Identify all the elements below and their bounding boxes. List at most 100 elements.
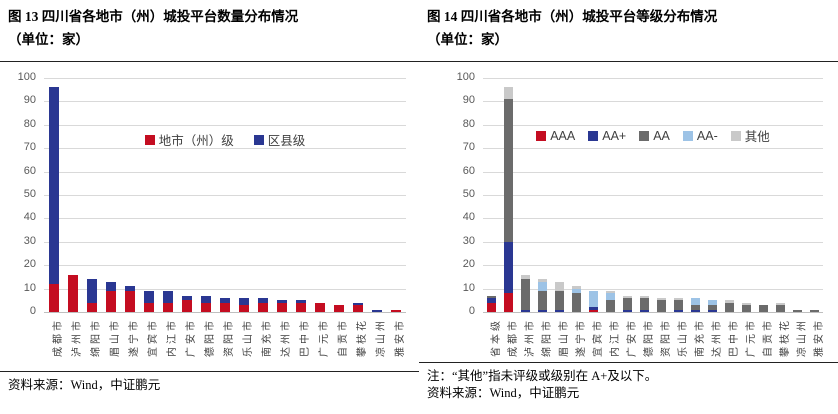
bar-segment	[742, 302, 751, 305]
bar-segment	[776, 302, 785, 305]
x-tick-label: 省本级	[490, 318, 502, 357]
bar-segment	[623, 309, 632, 312]
x-tick-label: 攀枝花	[357, 318, 369, 357]
y-tick-label: 50	[23, 188, 36, 200]
x-tick-label: 乐山市	[243, 318, 255, 357]
bar-segment	[296, 300, 307, 303]
bar-segment	[487, 295, 496, 298]
gridline	[483, 218, 823, 220]
x-tick-label: 资阳市	[660, 318, 672, 357]
legend: AAA AA+ AA AA- 其他	[483, 126, 823, 145]
gridline	[44, 288, 406, 290]
figure-14-title-line1: 图 14 四川省各地市（州）城投平台等级分布情况	[427, 9, 718, 24]
legend-item: AAA	[536, 129, 575, 143]
bar-segment	[162, 290, 173, 303]
x-tick-label: 眉山市	[558, 318, 570, 357]
legend-item: AA-	[682, 129, 718, 143]
x-tick-label: 凉山州	[376, 318, 388, 357]
bar-segment	[708, 309, 717, 312]
y-tick-label: 10	[462, 281, 475, 294]
bar-segment	[67, 274, 78, 312]
x-tick-label: 广元市	[745, 318, 757, 357]
bar-segment	[124, 290, 135, 312]
figure-13-title-line1: 图 13 四川省各地市（州）城投平台数量分布情况	[8, 9, 299, 24]
bar-segment	[48, 87, 59, 284]
bar-segment	[555, 281, 564, 291]
x-tick-label: 遂宁市	[575, 318, 587, 357]
x-tick-label: 眉山市	[109, 318, 121, 357]
x-tick-label: 南充市	[694, 318, 706, 357]
bar-segment	[623, 295, 632, 298]
x-tick-label: 绵阳市	[90, 318, 102, 357]
bar-segment	[793, 309, 802, 312]
y-tick-label: 50	[462, 188, 475, 200]
y-tick-label: 70	[462, 141, 475, 154]
bar-segment	[143, 290, 154, 303]
gridline	[44, 195, 406, 196]
gridline	[44, 171, 406, 173]
bar-segment	[86, 279, 97, 303]
legend-item: 地市（州）级	[144, 130, 234, 149]
gridline	[44, 265, 406, 267]
x-tick-label: 德阳市	[643, 318, 655, 357]
legend-item: 其他	[730, 126, 770, 145]
bar-segment	[640, 309, 649, 312]
y-tick-label: 40	[23, 211, 36, 224]
bar-segment	[606, 300, 615, 312]
bar-segment	[606, 293, 615, 301]
legend-swatch-icon	[682, 130, 693, 141]
y-tick-label: 90	[23, 94, 36, 107]
figure-13-chart: 0 10 20 30 40 50 60 70 80 90 100 成都市 泸州市 绵阳市 眉山市 遂宁市 宜宾市…	[0, 62, 419, 372]
bar-segment	[674, 300, 683, 310]
bar-segment	[239, 304, 250, 312]
bar-segment	[143, 302, 154, 312]
y-tick-label: 60	[23, 164, 36, 177]
bar-segment	[657, 300, 666, 312]
bar-segment	[640, 295, 649, 298]
bar-segment	[487, 297, 496, 303]
bar-segment	[691, 297, 700, 305]
y-tick-label: 30	[462, 234, 475, 247]
y-tick-label: 60	[462, 164, 475, 177]
bar-segment	[504, 99, 513, 242]
bar-segment	[277, 302, 288, 312]
legend-swatch-icon	[144, 134, 155, 145]
bar-segment	[353, 302, 364, 305]
x-tick-label: 德阳市	[204, 318, 216, 357]
legend: 地市（州）级 区县级	[44, 130, 406, 149]
bar-segment	[521, 274, 530, 280]
bar-segment	[504, 293, 513, 312]
bar-segment	[538, 309, 547, 312]
bar-segment	[200, 302, 211, 312]
legend-swatch-icon	[253, 134, 264, 145]
y-tick-label: 0	[468, 305, 475, 317]
legend-label: 其他	[744, 130, 770, 144]
bar-segment	[521, 279, 530, 310]
figure-14-chart: 0 10 20 30 40 50 60 70 80 90 100 省本级 成都市 泸州市 绵阳市 眉山市 遂宁市…	[419, 62, 838, 363]
x-tick-label: 达州市	[711, 318, 723, 357]
bar-segment	[391, 309, 402, 312]
y-tick-label: 80	[462, 117, 475, 130]
gridline	[44, 78, 406, 79]
x-tick-label: 内江市	[166, 318, 178, 357]
x-tick-label: 南充市	[262, 318, 274, 357]
bar-segment	[572, 293, 581, 312]
bar-segment	[776, 304, 785, 312]
y-tick-label: 100	[17, 71, 36, 83]
x-tick-label: 成都市	[507, 318, 519, 357]
gridline	[483, 124, 823, 126]
gridline	[483, 171, 823, 173]
bar-segment	[353, 304, 364, 312]
x-tick-label: 成都市	[52, 318, 64, 357]
bar-segment	[334, 304, 345, 312]
bar-segment	[759, 304, 768, 312]
bar-segment	[48, 283, 59, 312]
figure-13-notes: 资料来源：Wind，中证鹏元	[0, 372, 419, 414]
x-tick-label: 乐山市	[677, 318, 689, 357]
bar-segment	[258, 297, 269, 303]
legend-swatch-icon	[536, 130, 547, 141]
x-tick-label: 巴中市	[300, 318, 312, 357]
gridline	[483, 288, 823, 290]
bar-segment	[181, 300, 192, 312]
bar-segment	[538, 279, 547, 282]
